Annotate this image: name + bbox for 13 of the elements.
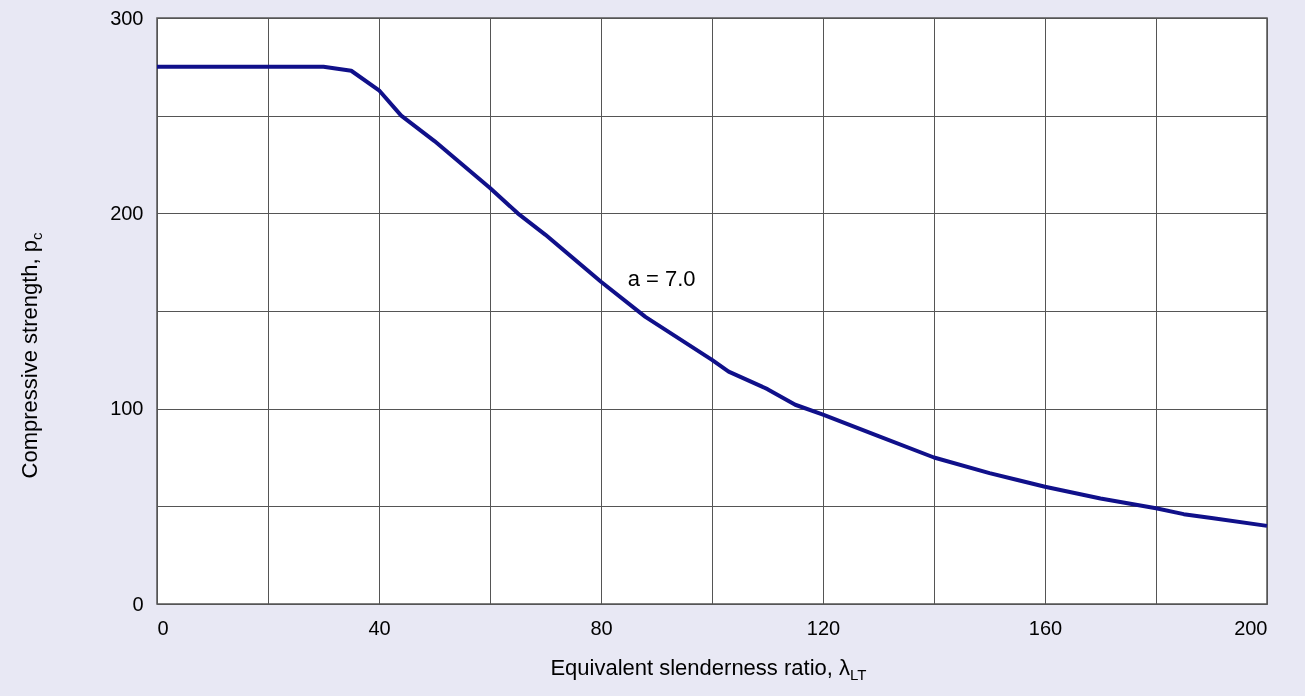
x-tick-label: 200 — [1234, 616, 1268, 639]
x-tick-label: 40 — [368, 616, 391, 639]
y-tick-label: 0 — [132, 592, 144, 615]
x-tick-label: 0 — [157, 616, 169, 639]
annotation: a = 7.0 — [627, 266, 696, 292]
y-tick-label: 200 — [110, 201, 144, 224]
y-axis-title: Compressive strength, pc — [17, 232, 45, 479]
x-tick-label: 80 — [590, 616, 613, 639]
y-tick-label: 100 — [110, 397, 144, 420]
x-tick-label: 120 — [806, 616, 841, 639]
x-tick-label: 160 — [1028, 616, 1063, 639]
line-series — [155, 64, 1269, 528]
y-tick-label: 300 — [110, 6, 144, 29]
